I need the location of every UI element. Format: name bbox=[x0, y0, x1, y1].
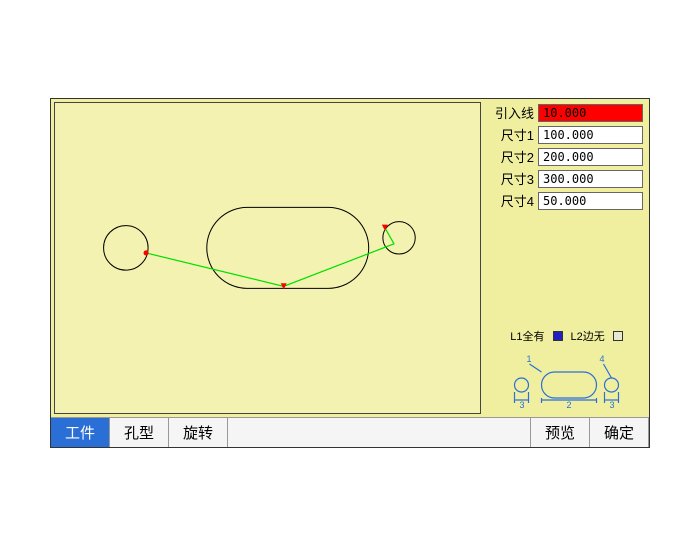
path-markers bbox=[144, 224, 388, 289]
workpiece-drawing bbox=[55, 103, 480, 413]
thumb-label-4: 4 bbox=[600, 354, 605, 364]
tool-path bbox=[146, 227, 394, 286]
right-hole-outline bbox=[383, 221, 415, 253]
tab-rotate[interactable]: 旋转 bbox=[169, 418, 228, 447]
drawing-canvas[interactable] bbox=[54, 102, 481, 414]
param-input-dim4[interactable]: 50.000 bbox=[538, 192, 643, 210]
content-area: 引入线 10.000 尺寸1 100.000 尺寸2 200.000 尺寸3 3… bbox=[51, 99, 649, 417]
tab-spacer bbox=[228, 418, 531, 447]
param-row-dim3: 尺寸3 300.000 bbox=[490, 169, 643, 189]
app-frame: 引入线 10.000 尺寸1 100.000 尺寸2 200.000 尺寸3 3… bbox=[50, 98, 650, 448]
param-label: 尺寸4 bbox=[490, 191, 538, 210]
legend-l2-label: L2边无 bbox=[571, 328, 605, 344]
param-row-dim2: 尺寸2 200.000 bbox=[490, 147, 643, 167]
dimension-diagram: 1 2 3 3 4 bbox=[490, 350, 643, 410]
legend-row: L1全有 L2边无 bbox=[490, 328, 643, 344]
param-label: 尺寸2 bbox=[490, 147, 538, 166]
parameter-panel: 引入线 10.000 尺寸1 100.000 尺寸2 200.000 尺寸3 3… bbox=[484, 99, 649, 417]
legend-l1-label: L1全有 bbox=[510, 328, 544, 344]
param-label: 尺寸3 bbox=[490, 169, 538, 188]
param-input-leadin[interactable]: 10.000 bbox=[538, 104, 643, 122]
slot-outline bbox=[207, 207, 369, 288]
legend-l1-swatch bbox=[553, 331, 563, 341]
left-hole-outline bbox=[104, 225, 149, 270]
tab-confirm[interactable]: 确定 bbox=[590, 418, 649, 447]
param-input-dim2[interactable]: 200.000 bbox=[538, 148, 643, 166]
param-row-dim1: 尺寸1 100.000 bbox=[490, 125, 643, 145]
tab-preview[interactable]: 预览 bbox=[531, 418, 590, 447]
param-label: 尺寸1 bbox=[490, 125, 538, 144]
thumb-label-2: 2 bbox=[567, 400, 572, 410]
legend-area: L1全有 L2边无 bbox=[490, 318, 643, 413]
param-label: 引入线 bbox=[490, 103, 538, 122]
thumb-label-1: 1 bbox=[527, 354, 532, 364]
param-input-dim3[interactable]: 300.000 bbox=[538, 170, 643, 188]
thumb-label-3a: 3 bbox=[520, 400, 525, 410]
bottom-tab-bar: 工件 孔型 旋转 预览 确定 bbox=[51, 417, 649, 447]
tab-hole-type[interactable]: 孔型 bbox=[110, 418, 169, 447]
tab-workpiece[interactable]: 工件 bbox=[51, 418, 110, 447]
param-input-dim1[interactable]: 100.000 bbox=[538, 126, 643, 144]
thumb-label-3b: 3 bbox=[610, 400, 615, 410]
param-row-leadin: 引入线 10.000 bbox=[490, 103, 643, 123]
legend-l2-swatch bbox=[613, 331, 623, 341]
param-row-dim4: 尺寸4 50.000 bbox=[490, 191, 643, 211]
